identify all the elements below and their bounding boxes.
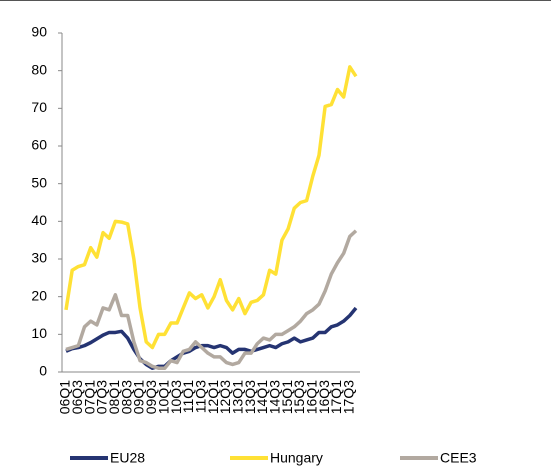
series-line — [65, 306, 358, 370]
x-tick-label: 10Q1 — [155, 380, 171, 414]
y-tick-label: 30 — [31, 250, 47, 266]
x-tick-label: 07Q3 — [94, 380, 110, 414]
x-tick-label: 12Q3 — [217, 380, 233, 414]
x-tick-label: 11Q3 — [192, 380, 208, 413]
series-line — [65, 229, 358, 370]
legend-label: EU28 — [110, 450, 145, 466]
x-tick-label: 08Q1 — [106, 380, 122, 414]
x-tick-label: 15Q1 — [279, 380, 295, 414]
y-tick-label: 60 — [31, 137, 47, 153]
x-tick-label: 13Q1 — [229, 380, 245, 414]
x-tick-label: 14Q3 — [266, 380, 282, 414]
x-tick-label: 11Q1 — [180, 380, 196, 413]
x-tick-label: 16Q1 — [304, 380, 320, 414]
series-line — [64, 65, 358, 350]
x-tick-label: 06Q3 — [69, 380, 85, 414]
x-tick-label: 12Q1 — [205, 380, 221, 414]
x-tick-label: 13Q3 — [242, 380, 258, 414]
y-tick-label: 10 — [31, 325, 47, 341]
x-tick-label: 17Q1 — [328, 380, 344, 414]
y-tick-label: 50 — [31, 174, 47, 190]
y-tick-label: 70 — [31, 99, 47, 115]
x-tick-label: 06Q1 — [57, 380, 73, 414]
y-tick-label: 80 — [31, 61, 47, 77]
y-tick-label: 20 — [31, 287, 47, 303]
x-tick-label: 15Q3 — [291, 380, 307, 414]
y-tick-label: 0 — [39, 363, 47, 379]
x-tick-label: 14Q1 — [254, 380, 270, 414]
x-tick-label: 09Q3 — [143, 380, 159, 414]
x-tick-label: 16Q3 — [316, 380, 332, 414]
y-tick-label: 40 — [31, 212, 47, 228]
x-tick-label: 08Q3 — [118, 380, 134, 414]
y-tick-label: 90 — [31, 24, 47, 40]
x-tick-label: 17Q3 — [341, 380, 357, 414]
x-tick-label: 09Q1 — [131, 380, 147, 414]
x-tick-label: 10Q3 — [168, 380, 184, 414]
legend-label: Hungary — [270, 450, 323, 466]
x-tick-label: 07Q1 — [81, 380, 97, 414]
legend-label: CEE3 — [440, 450, 477, 466]
